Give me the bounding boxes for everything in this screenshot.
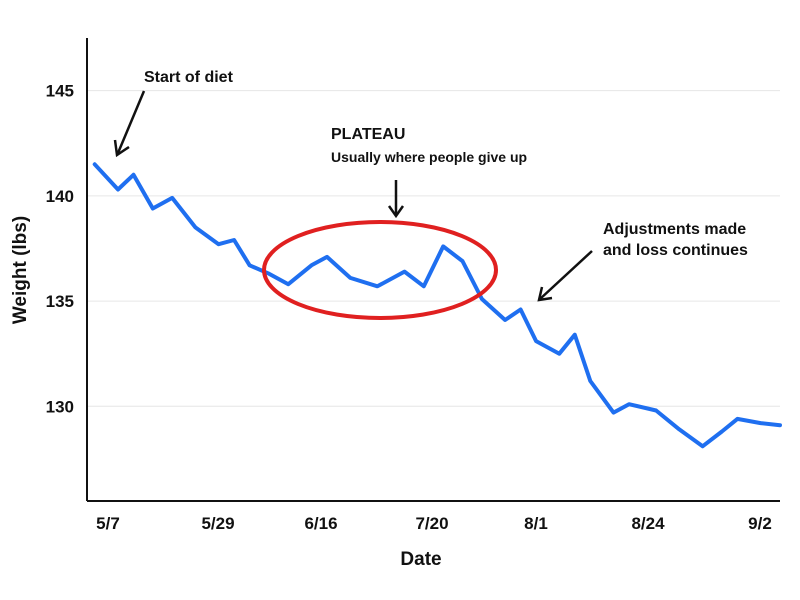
x-tick-label: 9/2 — [748, 514, 772, 533]
plateau-subtitle: Usually where people give up — [331, 149, 527, 165]
weight-line — [92, 162, 782, 449]
x-tick-label: 5/29 — [201, 514, 234, 533]
y-axis-title: Weight (lbs) — [10, 216, 31, 324]
start-annotation: Start of diet — [144, 69, 234, 86]
series-weight — [92, 162, 782, 449]
adjustments-arrow — [537, 250, 593, 302]
plateau-arrow — [387, 180, 405, 219]
axes — [86, 38, 780, 502]
x-tick-label: 7/20 — [415, 514, 448, 533]
gridlines — [87, 90, 780, 407]
x-axis-title: Date — [400, 549, 441, 570]
plateau-title: PLATEAU — [331, 126, 405, 143]
x-tick-label: 6/16 — [304, 514, 337, 533]
adjustments-annotation-line1: Adjustments made — [603, 221, 746, 238]
x-tick-labels: 5/7 5/29 6/16 7/20 8/1 8/24 9/2 — [96, 514, 772, 533]
x-tick-label: 8/24 — [631, 514, 665, 533]
x-tick-label: 8/1 — [524, 514, 548, 533]
plateau-highlight-ellipse — [262, 220, 498, 320]
y-tick-label: 135 — [46, 292, 74, 311]
adjustments-annotation-line2: and loss continues — [603, 242, 748, 259]
y-tick-label: 145 — [46, 82, 74, 101]
y-tick-label: 140 — [46, 187, 74, 206]
x-tick-label: 5/7 — [96, 514, 120, 533]
y-tick-labels: 130 135 140 145 — [46, 82, 74, 417]
start-arrow — [113, 90, 146, 158]
y-tick-label: 130 — [46, 397, 74, 416]
